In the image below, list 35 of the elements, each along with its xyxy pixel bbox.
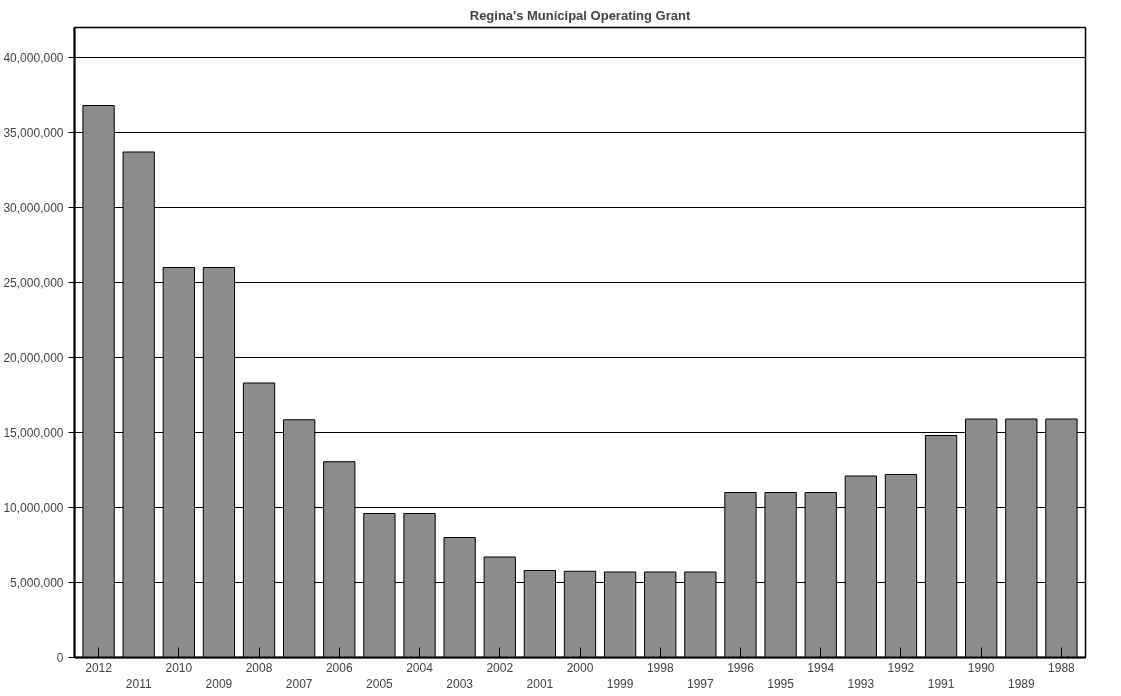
- y-tick-label: 30,000,000: [3, 201, 64, 215]
- y-tick-label: 10,000,000: [3, 501, 64, 515]
- x-tick-label: 2005: [366, 676, 394, 691]
- x-tick-label: 1993: [847, 676, 875, 691]
- y-tick-label: 15,000,000: [3, 426, 64, 440]
- y-tick-label: 35,000,000: [3, 126, 64, 140]
- x-tick-label: 1997: [687, 676, 715, 691]
- x-tick-label: 1995: [767, 676, 795, 691]
- y-tick-label: 20,000,000: [3, 351, 64, 365]
- x-tick-label: 2012: [85, 660, 113, 675]
- x-tick-label: 2008: [245, 660, 273, 675]
- x-tick-label: 2001: [526, 676, 554, 691]
- x-tick-label: 1989: [1007, 676, 1035, 691]
- x-tick-label: 1990: [967, 660, 995, 675]
- x-tick-label: 2003: [446, 676, 474, 691]
- x-tick-label: 2010: [165, 660, 193, 675]
- x-tick-label: 1998: [646, 660, 674, 675]
- y-tick-label: 25,000,000: [3, 276, 64, 290]
- x-tick-label: 2006: [325, 660, 353, 675]
- y-tick-label: 40,000,000: [3, 51, 64, 65]
- x-tick-label: 1996: [727, 660, 755, 675]
- y-tick-label: 0: [56, 651, 64, 665]
- x-tick-label: 1991: [927, 676, 955, 691]
- x-tick-label: 2004: [406, 660, 434, 675]
- x-tick-label: 1988: [1048, 660, 1076, 675]
- x-tick-label: 2007: [285, 676, 313, 691]
- x-tick-label: 2009: [205, 676, 233, 691]
- x-tick-label: 2011: [125, 676, 152, 691]
- x-tick-label: 1999: [606, 676, 634, 691]
- x-tick-label: 1992: [887, 660, 915, 675]
- x-tick-label: 1994: [807, 660, 835, 675]
- chart-title: Regina's Municipal Operating Grant: [469, 7, 691, 23]
- x-tick-label: 2000: [566, 660, 594, 675]
- y-tick-label: 5,000,000: [10, 576, 64, 590]
- x-tick-label: 2002: [486, 660, 514, 675]
